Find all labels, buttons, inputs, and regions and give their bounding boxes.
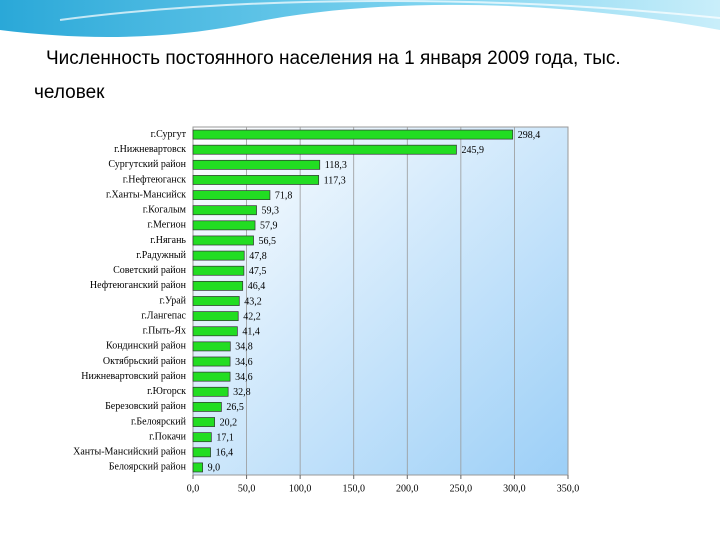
bar [192,417,215,427]
value-label: 118,3 [325,160,347,171]
bar [192,144,457,155]
bar [192,129,514,140]
y-tick-label: Сургутский район [108,159,186,170]
bar [192,462,203,473]
bar [192,220,256,231]
bar [192,386,229,397]
y-tick-label: г.Когалым [143,205,187,216]
value-label: 43,2 [244,296,261,307]
value-label: 57,9 [260,221,278,232]
x-tick-label: 300,0 [503,483,526,494]
value-label: 56,5 [259,236,277,247]
header-swoosh [0,0,720,37]
x-tick-label: 0,0 [187,483,200,494]
x-tick-label: 150,0 [342,483,365,494]
bar [192,341,231,352]
slide-title: Численность постоянного населения на 1 я… [34,48,621,103]
value-label: 26,5 [226,402,244,413]
bar [192,250,245,261]
bar [192,402,222,412]
y-tick-label: Октябрьский район [103,356,187,367]
value-label: 41,4 [242,327,260,338]
y-tick-label: Кондинский район [106,341,187,352]
bar [192,356,231,367]
y-tick-label: г.Урай [160,295,187,306]
y-tick-label: Нижневартовский район [81,371,186,382]
value-label: 117,3 [324,175,346,186]
value-label: 46,4 [248,281,266,292]
bar [192,190,271,200]
bar [192,265,245,276]
x-tick-label: 250,0 [450,483,473,494]
y-tick-label: г.Белоярский [131,416,187,427]
value-label: 9,0 [208,463,221,474]
y-tick-label: Ханты-Мансийский район [73,447,187,458]
y-tick-label: Березовский район [105,401,187,412]
bar [192,175,320,185]
value-label: 16,4 [216,448,234,459]
value-label: 47,5 [249,266,267,277]
bar [192,447,211,458]
bar [192,432,212,443]
bar [192,371,231,382]
bar [192,205,257,216]
bar [192,326,238,337]
value-label: 32,8 [233,387,251,398]
value-label: 71,8 [275,190,293,201]
bar [192,159,321,170]
bar [192,296,240,306]
y-tick-label: г.Нягань [150,235,186,246]
y-tick-label: г.Нижневартовск [114,144,186,155]
y-tick-label: Нефтеюганский район [90,280,187,291]
value-label: 20,2 [220,417,238,428]
y-tick-label: г.Мегион [148,220,187,231]
y-tick-label: Советский район [113,265,187,276]
bar [192,311,239,322]
value-label: 42,2 [243,311,261,322]
y-tick-label: г.Покачи [149,431,186,442]
y-tick-label: г.Югорск [147,386,186,397]
y-tick-label: г.Радужный [136,250,186,261]
bar [192,280,244,291]
x-tick-label: 100,0 [289,483,312,494]
value-label: 245,9 [461,145,484,156]
y-tick-label: г.Сургут [151,129,187,140]
value-label: 298,4 [518,130,541,141]
bar [192,235,254,246]
y-tick-label: г.Ханты-Мансийск [106,189,186,200]
value-label: 17,1 [216,432,234,443]
x-tick-label: 50,0 [238,483,256,494]
x-tick-label: 350,0 [557,483,580,494]
value-label: 34,8 [235,342,253,353]
value-label: 47,8 [249,251,267,262]
x-tick-label: 200,0 [396,483,419,494]
value-label: 34,6 [235,357,253,368]
value-label: 34,6 [235,372,253,383]
value-label: 59,3 [262,206,280,217]
y-tick-label: Белоярский район [109,462,187,473]
header-line [59,0,720,21]
y-tick-label: г.Пыть-Ях [143,326,186,337]
y-tick-label: г.Лангепас [141,310,186,321]
y-tick-label: г.Нефтеюганск [123,174,186,185]
